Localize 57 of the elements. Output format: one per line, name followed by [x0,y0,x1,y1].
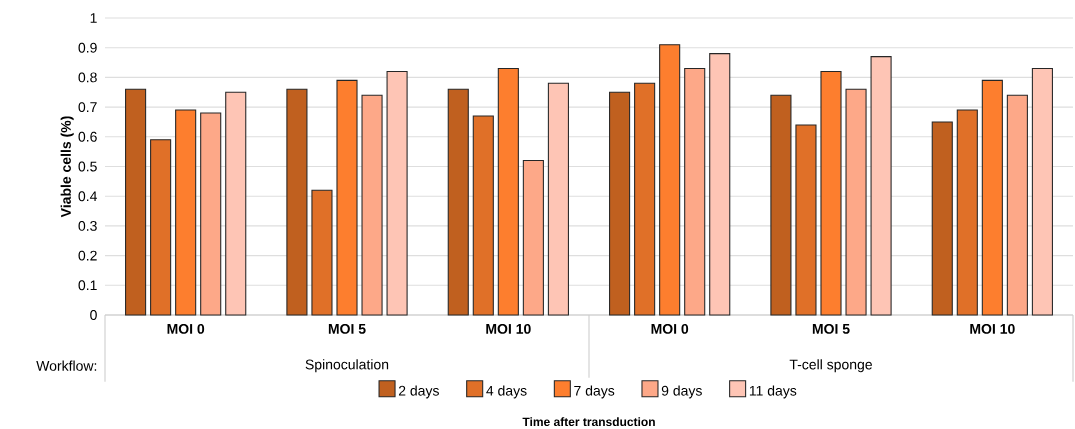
bar [547,82,569,316]
bar [311,189,333,316]
legend-label: 9 days [661,385,702,399]
bar [684,67,706,316]
bar [770,94,792,316]
bar [820,70,842,316]
bar [497,67,519,316]
bar [522,160,544,316]
text: Spinoculation [305,359,389,373]
y-tick-label: 0.6 [78,131,97,142]
legend-label: 4 days [486,385,527,399]
y-tick-label: 0.5 [78,161,97,172]
bar [956,109,978,316]
y-tick-label: 1 [90,13,97,23]
bar [472,115,494,316]
bar [931,121,953,316]
bar [447,88,469,316]
x-tick-label: MOI 5 [812,323,850,334]
bar [1006,94,1028,316]
legend-label: 7 days [574,385,615,399]
bar [125,88,147,316]
text: T-cell sponge [789,359,872,373]
legend-label: 11 days [749,385,797,399]
bar [200,112,222,316]
bar [361,94,383,316]
y-tick-label: 0 [90,310,97,320]
bar [386,70,408,316]
bar [845,88,867,316]
bar [1031,67,1053,316]
y-axis-title: Viable cells (%) [60,116,74,218]
y-tick-label: 0.7 [78,102,97,113]
bar [870,56,892,316]
x-tick-label: MOI 0 [167,323,205,334]
bar [659,44,681,316]
bar [981,79,1003,316]
x-tick-label: MOI 5 [328,323,366,334]
x-tick-label: MOI 10 [970,323,1015,334]
bar [609,91,631,316]
bar [175,109,197,316]
text: Workflow: [36,360,97,371]
y-tick-label: 0.8 [78,72,97,83]
y-tick-label: 0.3 [78,220,97,231]
legend-label: 2 days [398,385,439,399]
x-tick-label: MOI 10 [486,323,531,334]
bar [225,91,247,316]
y-tick-label: 0.4 [78,191,97,202]
bar [286,88,308,316]
x-tick-label: MOI 0 [651,323,689,334]
y-tick-label: 0.1 [78,280,97,291]
y-tick-label: 0.9 [78,42,97,53]
bar [634,82,656,316]
bar [150,139,172,316]
legend-title: Time after transduction [522,417,655,427]
bar [709,53,731,316]
y-tick-label: 0.2 [78,250,97,261]
bar [795,124,817,316]
bar [336,79,358,316]
